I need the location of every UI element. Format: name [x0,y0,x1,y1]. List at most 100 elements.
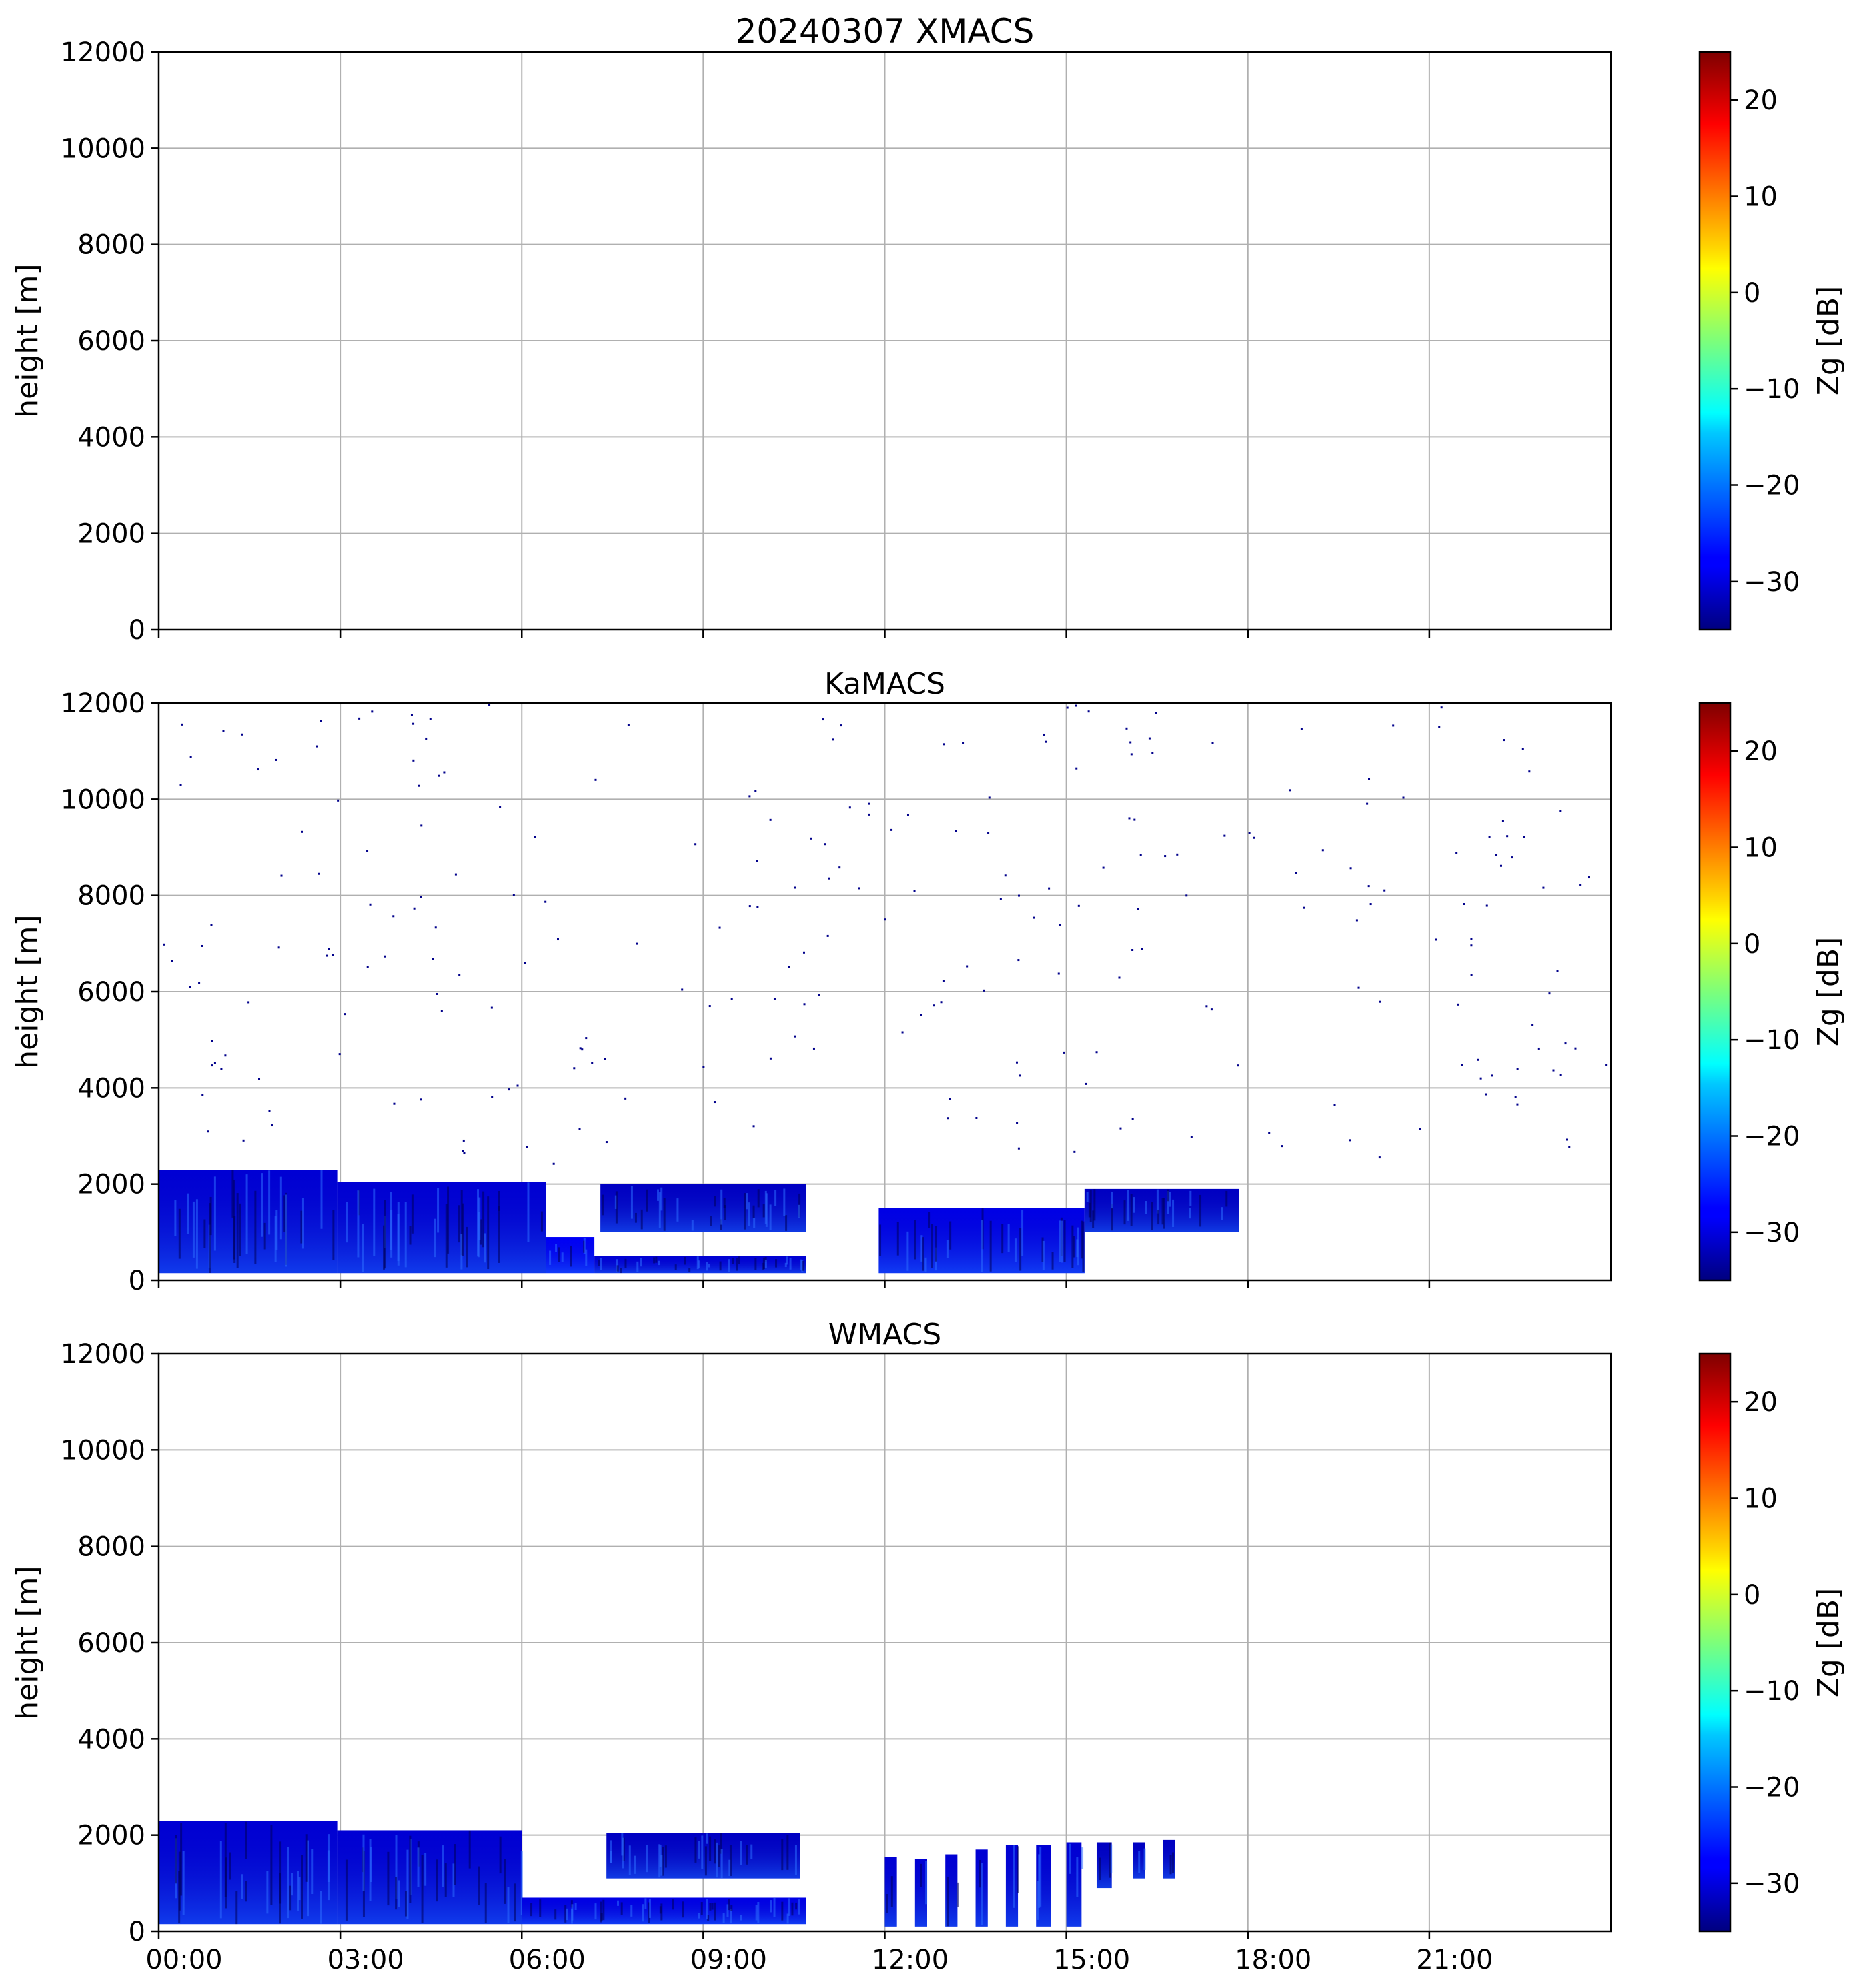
noise-speckle [328,948,330,950]
echo-streak [720,1849,723,1879]
echo-streak [213,1176,216,1251]
echo-streak [757,1901,760,1923]
noise-speckle [1018,894,1021,897]
noise-speckle [1367,885,1370,888]
echo-streak [783,1188,786,1216]
noise-speckle [1190,1136,1193,1138]
noise-speckle [277,946,280,949]
colorbar-tick-label: −30 [1744,1218,1800,1248]
noise-speckle [840,724,842,727]
y-tick-label: 10000 [61,133,145,164]
echo-streak [445,1204,448,1268]
echo-streak [454,1844,456,1885]
noise-speckle [318,872,320,875]
echo-streak [498,1206,500,1263]
noise-speckle [463,1152,466,1155]
colorbar-tick-label: −20 [1744,471,1800,502]
echo-streak [468,1830,471,1869]
echo-streak [527,1182,530,1242]
noise-speckle [1559,1074,1562,1076]
colorbar-tick-label: 20 [1744,85,1778,116]
noise-speckle [1564,1042,1567,1045]
echo-streak [1145,1201,1147,1214]
echo-streak [989,1220,992,1272]
echo-streak [785,1215,788,1231]
y-tick-label: 4000 [77,1724,145,1755]
noise-speckle [812,1047,815,1050]
echo-streak [598,1259,600,1266]
noise-speckle [1085,1082,1087,1085]
echo-streak [663,1198,666,1231]
echo-streak [499,1836,502,1874]
noise-speckle [420,896,422,898]
noise-speckle [1048,887,1051,890]
noise-speckle [1139,854,1142,856]
echo-streak [180,1823,183,1896]
echo-streak [781,1839,784,1871]
echo-shading [522,1897,806,1925]
noise-speckle [604,1058,606,1060]
noise-speckle [1516,1103,1519,1106]
colorbar: −30 −20 −10 0 10 20 Zg [dB] [1698,1352,1846,1933]
echo-streak [447,1186,450,1254]
echo-streak [1017,1846,1019,1893]
noise-speckle [198,982,201,984]
echo-streak [362,1224,364,1272]
noise-speckle [1548,992,1551,995]
noise-speckle [392,915,395,918]
noise-speckle [933,1004,935,1007]
noise-speckle [462,1150,464,1152]
noise-speckle [222,730,225,732]
echo-streak [688,1268,691,1272]
noise-speckle [832,738,834,741]
echo-streak [676,1198,679,1222]
noise-speckle [748,905,751,908]
echo-streak [369,1839,372,1901]
noise-speckle [828,877,830,880]
echo-streak [728,1259,730,1273]
echo-streak [757,1189,760,1208]
radar-echo [159,704,1608,1274]
noise-speckle [326,954,329,957]
echo-streak [924,1257,927,1272]
noise-speckle [943,743,945,746]
noise-speckle [369,903,372,906]
noise-speckle [955,830,957,832]
noise-speckle [462,1139,465,1142]
echo-streak [383,1225,386,1270]
echo-shading [1066,1842,1082,1927]
colorbar-label: Zg [dB] [1812,286,1846,396]
echo-streak [1042,1240,1045,1270]
x-tick-label: 15:00 [1053,1945,1130,1975]
noise-speckle [1552,1069,1555,1072]
noise-speckle [1579,884,1582,886]
noise-speckle [1004,874,1007,877]
noise-speckle [708,1005,711,1008]
noise-speckle [1349,867,1352,870]
echo-streak [1073,1236,1075,1258]
noise-speckle [338,1053,341,1056]
colorbar-tick-label: 20 [1744,736,1778,767]
echo-streak [289,1885,292,1911]
echo-streak [762,1262,765,1270]
echo-streak [1163,1198,1165,1229]
noise-speckle [425,737,428,740]
echo-streak [283,1195,286,1232]
noise-speckle [1016,1122,1019,1124]
echo-streak [231,1170,234,1218]
echo-streak [795,1902,798,1910]
noise-speckle [1435,938,1437,941]
echo-streak [658,1192,661,1228]
echo-streak [928,1212,931,1228]
noise-speckle [1059,924,1061,926]
echo-streak [718,1845,720,1867]
echo-streak [706,1833,708,1844]
noise-speckle [752,1125,755,1128]
echo-streak [634,1212,637,1223]
noise-speckle [488,704,491,706]
echo-streak [636,1261,639,1272]
echo-streak [274,1216,277,1262]
echo-streak [297,1871,299,1911]
echo-streak [1189,1190,1192,1206]
echo-streak [409,1835,412,1903]
